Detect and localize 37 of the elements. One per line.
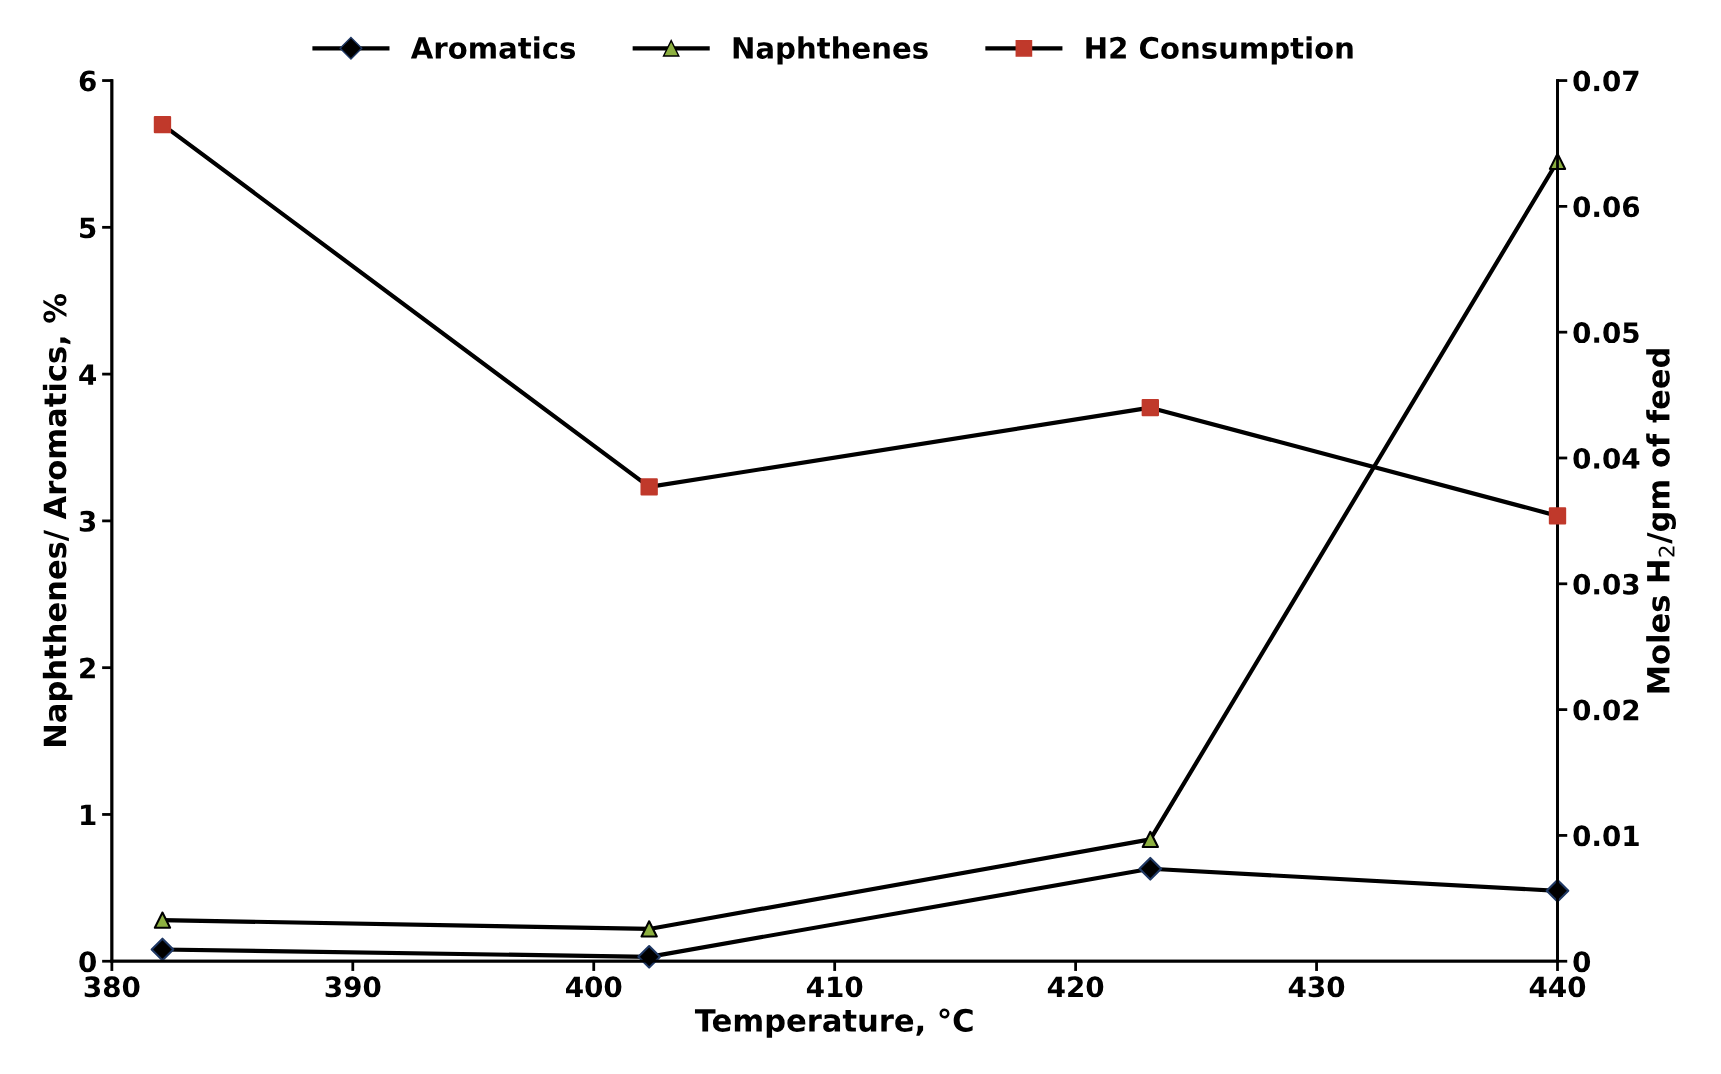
point	[153, 911, 172, 929]
point	[1141, 398, 1159, 417]
x-tick-label: 380	[84, 976, 140, 998]
y2-tick-label: 0.06	[1573, 196, 1640, 218]
x-tick-label: 390	[325, 976, 381, 998]
y-axis-title: Naphthenes/ Aromatics, %	[42, 293, 73, 746]
y2-tick-label: 0.05	[1573, 322, 1639, 344]
point	[153, 115, 172, 134]
y2-tick-label: 0.01	[1573, 825, 1639, 847]
point	[640, 920, 658, 938]
y2-tick-label: 0.02	[1573, 699, 1639, 721]
y2-axis-title: Moles H$_{2}$/gm of feed	[1646, 349, 1676, 693]
point	[1548, 507, 1567, 525]
legend-label: Aromatics	[410, 36, 576, 59]
point	[640, 478, 658, 496]
point	[150, 937, 175, 962]
point	[1138, 856, 1163, 881]
y2-tick-label: 0.03	[1573, 573, 1639, 595]
point	[1141, 830, 1159, 849]
y-tick-label: 2	[80, 657, 95, 679]
x-tick-label: 400	[566, 976, 622, 998]
x-tick-label: 420	[1047, 976, 1104, 998]
y-tick-label: 1	[81, 804, 96, 825]
x-tick-label: 440	[1529, 976, 1586, 998]
legend-label: H2 Consumption	[1086, 36, 1353, 65]
y-tick-label: 4	[79, 364, 97, 385]
y-tick-label: 3	[79, 510, 96, 532]
y2-tick-label: 0	[1573, 951, 1591, 973]
y2-tick-label: 0.04	[1573, 447, 1640, 469]
y-tick-label: 6	[79, 70, 96, 92]
x-axis-title: Temperature, °C	[694, 1008, 973, 1038]
legend-label: Naphthenes	[733, 36, 928, 65]
y-tick-label: 0	[79, 951, 96, 973]
x-tick-label: 410	[806, 976, 863, 998]
y2-tick-label: 0.07	[1573, 70, 1639, 92]
y-tick-label: 5	[80, 217, 96, 239]
x-tick-label: 430	[1288, 976, 1345, 998]
